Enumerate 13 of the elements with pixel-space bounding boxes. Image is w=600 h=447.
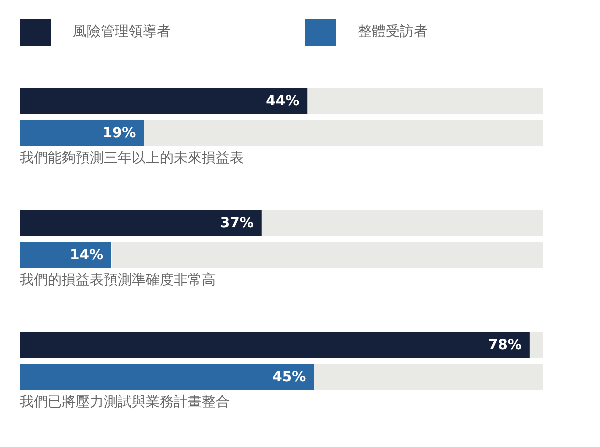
data-label: 78% [488,338,522,354]
data-label: 37% [220,216,254,232]
data-label: 44% [266,94,300,110]
legend-label: 風險管理領導者 [73,23,171,41]
data-label: 19% [102,126,136,142]
bar [20,242,112,268]
data-label: 45% [272,370,306,386]
legend-label: 整體受訪者 [358,23,428,41]
y-tick-label: 我們已將壓力測試與業務計畫整合 [20,394,230,411]
bar [20,120,144,146]
data-label: 14% [70,248,104,264]
y-tick-label: 我們的損益表預測準確度非常高 [20,272,216,289]
y-tick-label: 我們能夠預測三年以上的未來損益表 [20,150,244,167]
